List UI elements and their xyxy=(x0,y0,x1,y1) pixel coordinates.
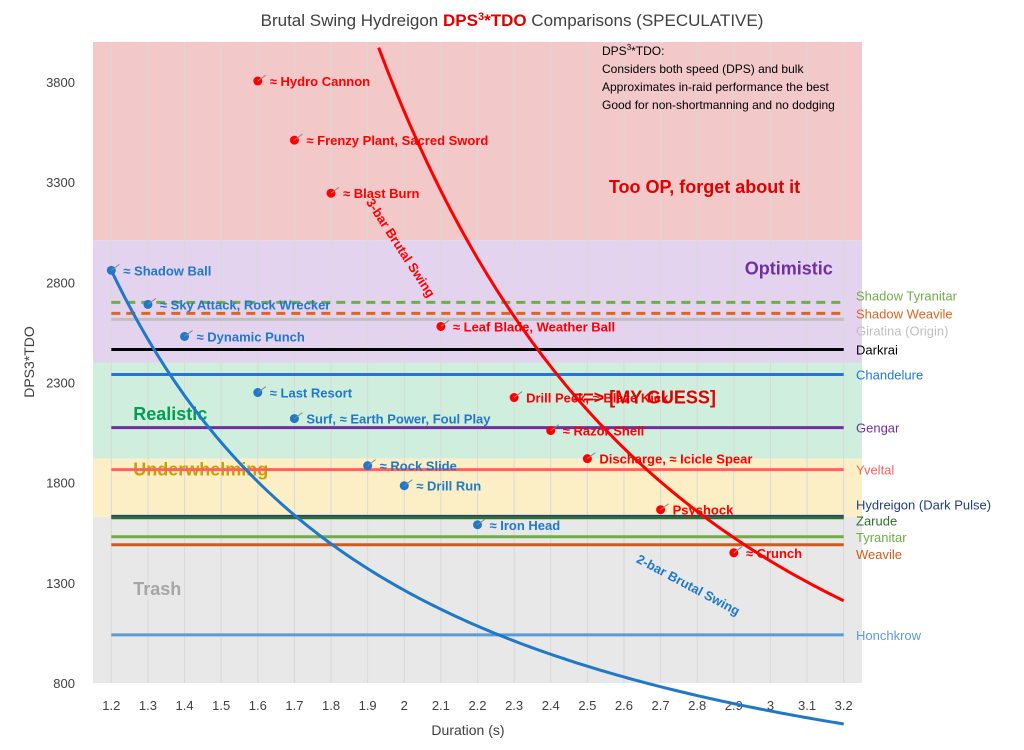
x-tick-label: 2.4 xyxy=(542,698,560,713)
point-leader xyxy=(184,330,193,337)
reference-label-tyranitar: Tyranitar xyxy=(856,530,907,545)
y-tick-label: 1300 xyxy=(46,576,75,591)
point-label-frenzy-plant-sacred-sword: ≈ Frenzy Plant, Sacred Sword xyxy=(306,133,488,148)
point-leader xyxy=(367,459,376,467)
annotation-my-guess: ==> [MY GUESS] xyxy=(573,388,716,408)
band-label-optimistic: Optimistic xyxy=(745,258,833,278)
point-label-shadow-ball: ≈ Shadow Ball xyxy=(123,263,211,278)
point-label-rock-slide: ≈ Rock Slide xyxy=(380,459,457,474)
x-tick-label: 1.9 xyxy=(359,698,377,713)
reference-label-giratina-origin: Giratina (Origin) xyxy=(856,323,948,338)
band-label-too-op-forget-about-it: Too OP, forget about it xyxy=(609,177,800,197)
y-tick-label: 2300 xyxy=(46,376,75,391)
point-leader xyxy=(733,546,743,554)
reference-label-zarude: Zarude xyxy=(856,514,897,529)
x-tick-label: 1.5 xyxy=(212,698,230,713)
x-tick-label: 2.7 xyxy=(652,698,670,713)
note-title-base: DPS xyxy=(602,44,627,58)
note-title-rest: *TDO: xyxy=(631,44,664,58)
reference-label-gengar: Gengar xyxy=(856,421,900,436)
point-leader xyxy=(294,412,303,419)
title-emphasis: DPS xyxy=(443,11,478,30)
band-label-realistic: Realistic xyxy=(133,404,207,424)
point-label-crunch: ≈ Crunch xyxy=(746,546,802,561)
y-axis-title: DPS3*TDO xyxy=(21,326,37,398)
x-tick-label: 3.2 xyxy=(835,698,853,713)
note-title: DPS3*TDO: xyxy=(602,43,664,58)
x-tick-label: 1.8 xyxy=(322,698,340,713)
point-leader xyxy=(550,424,560,432)
point-leader xyxy=(477,518,486,526)
x-tick-label: 1.3 xyxy=(139,698,157,713)
point-label-razor-shell: ≈ Razor Shell xyxy=(563,424,645,439)
title-emphasis-rest: *TDO xyxy=(484,11,527,30)
point-leader xyxy=(111,263,120,271)
reference-label-weavile: Weavile xyxy=(856,547,902,562)
point-leader xyxy=(294,133,303,141)
point-leader xyxy=(513,391,523,398)
point-label-discharge-icicle-spear: Discharge, ≈ Icicle Spear xyxy=(599,452,752,467)
title-suffix: Comparisons (SPECULATIVE) xyxy=(527,11,764,30)
series-line-2-bar-brutal-swing xyxy=(109,269,844,726)
x-tick-label: 1.2 xyxy=(102,698,120,713)
reference-label-darkrai: Darkrai xyxy=(856,342,898,357)
x-tick-label: 2.8 xyxy=(688,698,706,713)
point-label-drill-run: ≈ Drill Run xyxy=(416,479,481,494)
point-label-surf-earth-power-foul-play: Surf, ≈ Earth Power, Foul Play xyxy=(306,412,491,427)
point-leader xyxy=(257,74,267,82)
point-leader xyxy=(147,298,157,305)
point-label-dynamic-punch: ≈ Dynamic Punch xyxy=(197,329,305,344)
point-leader xyxy=(403,479,413,487)
point-label-hydro-cannon: ≈ Hydro Cannon xyxy=(270,74,370,89)
y-tick-label: 2800 xyxy=(46,275,75,290)
x-tick-label: 2.5 xyxy=(578,698,596,713)
x-tick-label: 2.3 xyxy=(505,698,523,713)
x-tick-label: 3 xyxy=(767,698,774,713)
note-title-sup: 3 xyxy=(627,43,632,52)
point-leader xyxy=(440,320,450,327)
title-emphasis-sup: 3 xyxy=(478,11,484,23)
point-label-iron-head: ≈ Iron Head xyxy=(490,518,561,533)
point-label-sky-attack-rock-wrecker: ≈ Sky Attack, Rock Wrecker xyxy=(160,297,330,312)
x-tick-label: 3.1 xyxy=(798,698,816,713)
x-tick-label: 2.6 xyxy=(615,698,633,713)
title-prefix: Brutal Swing Hydreigon xyxy=(261,11,443,30)
y-tick-label: 800 xyxy=(53,676,75,691)
x-tick-label: 2.2 xyxy=(468,698,486,713)
reference-label-yveltal: Yveltal xyxy=(856,463,894,478)
series-line-3-bar-brutal-swing xyxy=(377,47,845,603)
x-tick-label: 1.6 xyxy=(249,698,267,713)
x-axis-title: Duration (s) xyxy=(431,722,504,738)
x-tick-label: 1.7 xyxy=(285,698,303,713)
note-line: Considers both speed (DPS) and bulk xyxy=(602,62,804,76)
reference-label-honchkrow: Honchkrow xyxy=(856,628,922,643)
reference-label-shadow-weavile: Shadow Weavile xyxy=(856,306,953,321)
y-tick-label: 1800 xyxy=(46,476,75,491)
reference-label-hydreigon-dark-pulse: Hydreigon (Dark Pulse) xyxy=(856,498,991,513)
point-leader xyxy=(330,186,340,194)
y-tick-label: 3300 xyxy=(46,175,75,190)
point-leader xyxy=(587,452,596,460)
reference-label-chandelure: Chandelure xyxy=(856,368,923,383)
x-tick-label: 1.4 xyxy=(176,698,194,713)
band-label-trash: Trash xyxy=(133,579,181,599)
point-label-blast-burn: ≈ Blast Burn xyxy=(343,186,420,201)
point-label-last-resort: ≈ Last Resort xyxy=(270,386,353,401)
note-line: Good for non-shortmanning and no dodging xyxy=(602,98,835,112)
note-line: Approximates in-raid performance the bes… xyxy=(602,80,829,94)
point-label-drill-peck-blaze-kick: Drill Peck, ≈ Blaze Kick xyxy=(526,391,669,406)
point-label-leaf-blade-weather-ball: ≈ Leaf Blade, Weather Ball xyxy=(453,319,615,334)
y-tick-label: 3800 xyxy=(46,75,75,90)
x-tick-label: 2.1 xyxy=(432,698,450,713)
x-tick-label: 2 xyxy=(401,698,408,713)
point-leader xyxy=(660,503,669,511)
reference-label-shadow-tyranitar: Shadow Tyranitar xyxy=(856,288,958,303)
chart-title: Brutal Swing Hydreigon DPS3*TDO Comparis… xyxy=(261,11,764,30)
point-label-psyshock: Psyshock xyxy=(673,503,734,518)
point-leader xyxy=(257,386,267,393)
